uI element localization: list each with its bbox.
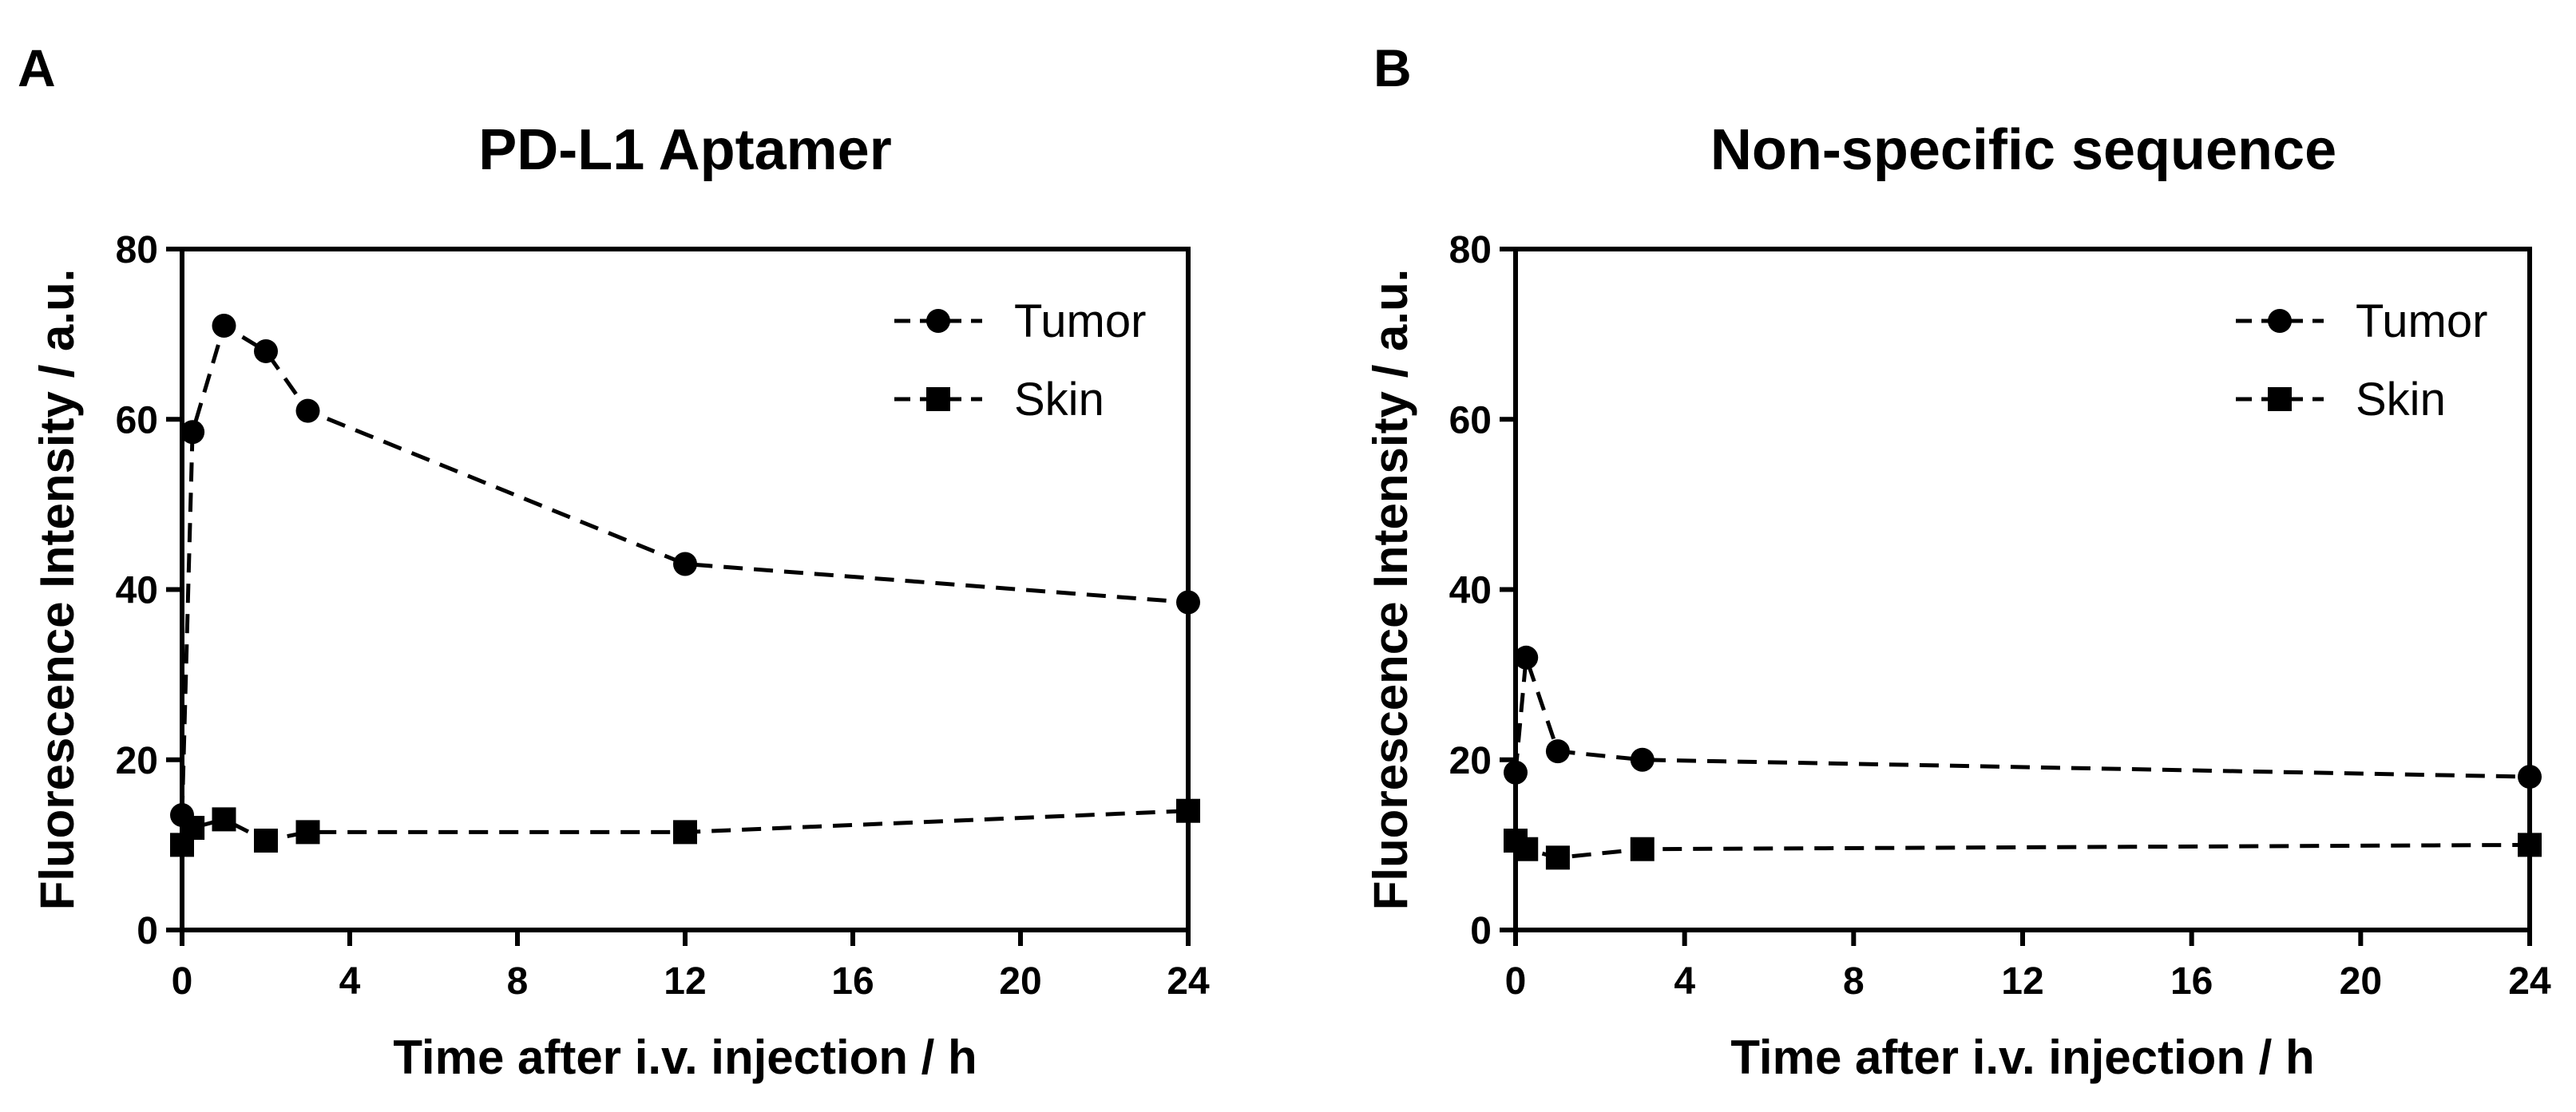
chart-title: PD-L1 Aptamer <box>478 118 891 182</box>
y-tick-label: 0 <box>1470 910 1492 952</box>
legend-entry-tumor: Tumor <box>2236 295 2487 347</box>
y-axis-label: Fluorescence Intensity / a.u. <box>1364 269 1417 911</box>
legend-circle-marker <box>2268 309 2292 333</box>
tumor-point <box>254 338 278 363</box>
series-skin <box>170 798 1200 857</box>
x-tick-label: 0 <box>1505 960 1527 1003</box>
series-line-tumor <box>1513 656 2530 779</box>
skin-point <box>1545 845 1570 870</box>
y-tick-label: 20 <box>1449 740 1492 782</box>
tumor-point <box>180 420 205 445</box>
x-tick-label: 24 <box>2508 960 2551 1003</box>
x-tick-label: 8 <box>1843 960 1865 1003</box>
skin-point <box>295 820 320 845</box>
plot-frame <box>1513 247 2532 932</box>
legend-label: Skin <box>2356 374 2446 425</box>
series-skin <box>1504 829 2542 870</box>
skin-point <box>254 829 278 853</box>
series-tumor <box>170 313 1200 828</box>
y-tick-label: 80 <box>1449 229 1492 271</box>
skin-point <box>212 807 236 832</box>
legend-entry-skin: Skin <box>894 374 1104 425</box>
tumor-point <box>1176 590 1200 615</box>
y-tick-label: 80 <box>116 229 158 271</box>
x-tick-label: 8 <box>507 960 529 1003</box>
skin-point <box>1176 798 1200 823</box>
legend-label: Tumor <box>2356 295 2487 347</box>
x-tick-label: 12 <box>664 960 706 1003</box>
y-tick-label: 60 <box>1449 399 1492 441</box>
legend-entry-skin: Skin <box>2236 374 2446 425</box>
x-tick-label: 24 <box>1167 960 1210 1003</box>
y-tick-label: 20 <box>116 740 158 782</box>
x-tick-label: 4 <box>339 960 361 1003</box>
skin-point <box>180 816 205 841</box>
tumor-point <box>295 398 320 423</box>
chart-panel-a: A PD-L1 Aptamer 0 20 40 60 80 0 4 8 12 16 20 24 Time a… <box>18 38 1210 1084</box>
chart-panel-b: B Non-specific sequence 0 20 40 60 80 0 4 8 12 16 20… <box>1364 38 2551 1084</box>
tumor-point <box>1545 739 1570 764</box>
legend-circle-marker <box>926 309 950 333</box>
x-tick-label: 0 <box>172 960 193 1003</box>
chart-title: Non-specific sequence <box>1710 118 2336 182</box>
tumor-point <box>1514 645 1539 670</box>
series-line-skin <box>1514 839 2530 860</box>
x-axis-label: Time after i.v. injection / h <box>1730 1031 2314 1084</box>
skin-point <box>1514 837 1539 861</box>
y-tick-label: 60 <box>116 399 158 441</box>
legend-label: Skin <box>1014 374 1104 425</box>
y-axis-label: Fluorescence Intensity / a.u. <box>30 269 84 911</box>
series-tumor <box>1504 645 2542 789</box>
x-tick-label: 16 <box>831 960 874 1003</box>
x-tick-label: 16 <box>2170 960 2213 1003</box>
x-tick-label: 4 <box>1674 960 1695 1003</box>
x-axis-label: Time after i.v. injection / h <box>393 1031 977 1084</box>
x-tick-label: 20 <box>2340 960 2382 1003</box>
skin-point <box>673 820 697 845</box>
panel-label: A <box>18 38 56 97</box>
panel-label: B <box>1373 38 1412 97</box>
y-tick-label: 0 <box>137 910 158 952</box>
tumor-point <box>1630 747 1655 772</box>
legend-square-marker <box>2268 387 2292 411</box>
tumor-point <box>1504 760 1528 785</box>
y-tick-label: 40 <box>1449 570 1492 612</box>
legend-entry-tumor: Tumor <box>894 295 1146 347</box>
legend-label: Tumor <box>1014 295 1146 347</box>
skin-point <box>2518 833 2542 857</box>
x-tick-label: 20 <box>999 960 1041 1003</box>
tumor-point <box>673 552 697 576</box>
tumor-point <box>2518 765 2542 789</box>
y-tick-label: 40 <box>116 570 158 612</box>
legend-square-marker <box>926 387 950 411</box>
skin-point <box>1630 837 1655 861</box>
tumor-point <box>212 313 236 338</box>
x-tick-label: 12 <box>2001 960 2043 1003</box>
